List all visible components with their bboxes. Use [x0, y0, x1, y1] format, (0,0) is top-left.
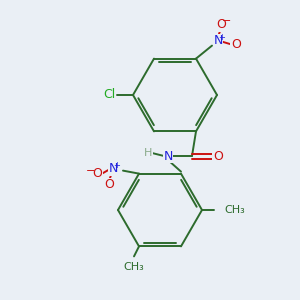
- Text: O: O: [213, 149, 223, 163]
- Text: O: O: [231, 38, 241, 51]
- Text: +: +: [114, 161, 120, 170]
- Text: H: H: [144, 148, 152, 158]
- Text: N: N: [163, 149, 173, 163]
- Text: CH₃: CH₃: [224, 205, 245, 215]
- Text: CH₃: CH₃: [124, 262, 144, 272]
- Text: O: O: [92, 167, 102, 180]
- Text: O: O: [216, 18, 226, 31]
- Text: Cl: Cl: [103, 88, 115, 101]
- Text: N: N: [108, 162, 118, 175]
- Text: −: −: [222, 16, 232, 26]
- Text: N: N: [213, 34, 223, 47]
- Text: +: +: [219, 33, 225, 42]
- Text: −: −: [86, 166, 96, 176]
- Text: O: O: [104, 178, 114, 191]
